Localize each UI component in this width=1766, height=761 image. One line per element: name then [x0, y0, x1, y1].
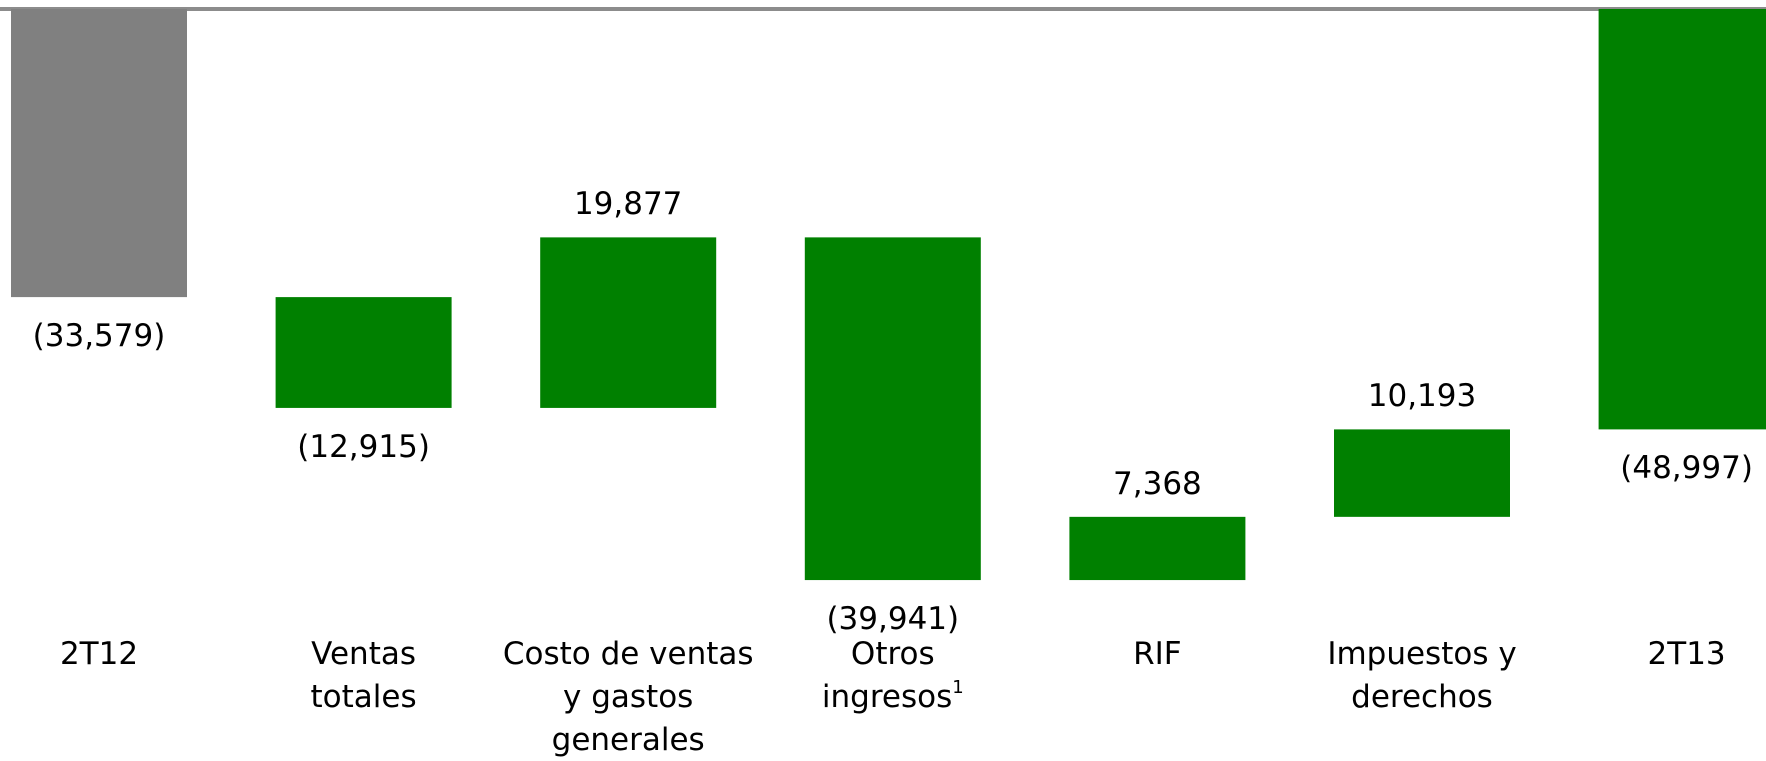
category-text: RIF	[1133, 636, 1182, 672]
x-tick-label: 2T12	[0, 633, 249, 676]
bar	[804, 237, 981, 581]
bar	[275, 297, 452, 408]
value-label: (12,915)	[297, 428, 430, 465]
x-tick-label: Costo de ventas y gastos generales	[478, 633, 778, 761]
value-label: (39,941)	[826, 601, 960, 638]
category-text: Ventas totales	[310, 636, 417, 715]
value-label: 10,193	[1367, 378, 1477, 415]
footnote-mark: 1	[952, 677, 964, 698]
bar	[1334, 429, 1510, 517]
value-label: 7,368	[1113, 465, 1202, 502]
value-label: (48,997)	[1620, 450, 1753, 487]
category-text: Impuestos y derechos	[1327, 636, 1517, 715]
value-label: 19,877	[573, 186, 683, 223]
x-tick-label: 2T13	[1537, 633, 1766, 676]
bar	[1069, 516, 1246, 581]
category-text: Otros ingresos	[821, 636, 953, 715]
category-text: 2T13	[1647, 636, 1726, 672]
category-text: 2T12	[59, 636, 139, 672]
bar	[540, 237, 717, 408]
x-tick-label: RIF	[1007, 633, 1307, 676]
x-tick-label: Impuestos y derechos	[1272, 633, 1572, 719]
bar	[11, 9, 187, 298]
category-text: Costo de ventas y gastos generales	[502, 636, 754, 758]
bar	[1598, 9, 1766, 430]
value-label: (33,579)	[32, 318, 166, 355]
x-tick-label: Ventas totales	[214, 633, 514, 719]
x-tick-label: Otros ingresos1	[743, 633, 1043, 719]
